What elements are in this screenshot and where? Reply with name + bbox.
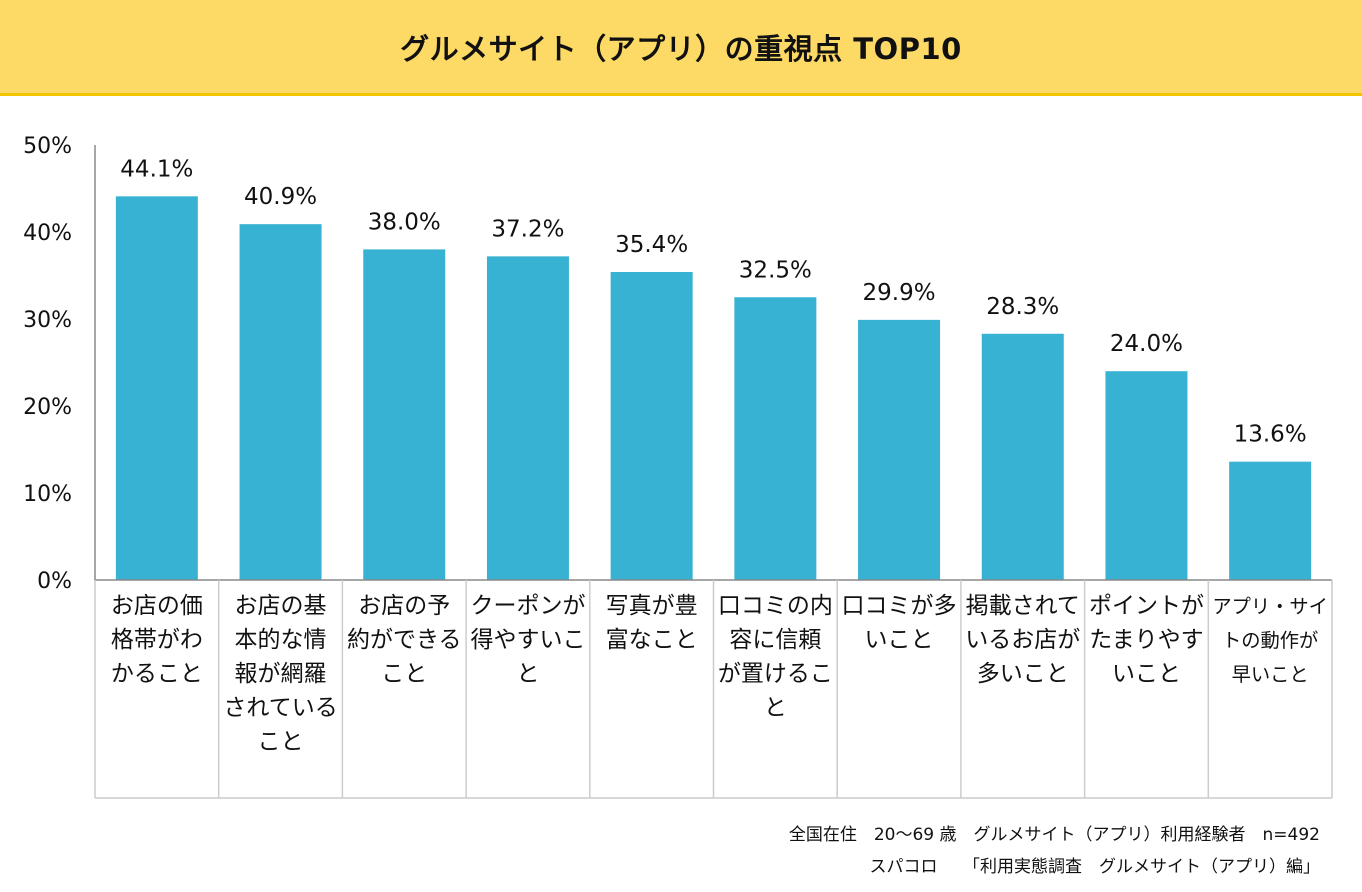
y-axis: 0% 10% 20% 30% 40% 50%	[23, 134, 96, 594]
title-banner: グルメサイト（アプリ）の重視点 TOP10	[0, 0, 1362, 96]
category-label: 口コミが多いこと	[842, 593, 957, 653]
chart-title: グルメサイト（アプリ）の重視点 TOP10	[400, 31, 962, 66]
value-label: 29.9%	[863, 280, 936, 306]
bar	[115, 196, 198, 580]
footnote-source: スパコロ 「利用実態調査 グルメサイト（アプリ）編」	[869, 857, 1321, 877]
category-label: お店の価格帯がわかること	[111, 593, 203, 687]
value-label: 37.2%	[491, 216, 564, 242]
y-tick-label: 20%	[23, 395, 72, 420]
y-tick-label: 10%	[23, 482, 72, 507]
value-label: 13.6%	[1234, 422, 1307, 448]
category-label: お店の基本的な情報が網羅されていること	[223, 593, 337, 755]
bars	[115, 196, 1312, 581]
category-label: ポイントがたまりやすいこと	[1089, 593, 1204, 687]
value-label: 40.9%	[244, 184, 317, 210]
bar	[1229, 461, 1312, 580]
bar	[486, 256, 569, 580]
y-tick-label: 50%	[23, 134, 72, 159]
category-label: 掲載されているお店が多いこと	[965, 593, 1080, 687]
bar	[981, 333, 1064, 580]
bar	[239, 224, 322, 581]
value-label: 38.0%	[368, 209, 441, 235]
value-labels: 44.1% 40.9% 38.0% 37.2% 35.4% 32.5% 29.9% 28.3%…	[120, 156, 1306, 447]
bar	[734, 297, 817, 580]
category-label: アプリ・サイトの動作が早いこと	[1212, 595, 1328, 686]
value-label: 24.0%	[1110, 331, 1183, 357]
category-label: 口コミの内容に信頼が置けること	[718, 593, 833, 721]
bar	[1105, 371, 1188, 580]
bar	[610, 272, 693, 580]
value-label: 28.3%	[986, 294, 1059, 320]
value-label: 32.5%	[739, 257, 812, 283]
footnote-respondents: 全国在住 20～69 歳 グルメサイト（アプリ）利用経験者 n=492	[788, 825, 1320, 845]
y-tick-label: 0%	[37, 569, 72, 594]
value-label: 35.4%	[615, 232, 688, 258]
y-tick-label: 40%	[23, 221, 72, 246]
category-label: お店の予約ができること	[347, 593, 462, 687]
bar	[363, 249, 446, 580]
value-label: 44.1%	[120, 156, 193, 182]
category-label: クーポンが得やすいこと	[470, 593, 585, 687]
category-label: 写真が豊富なこと	[606, 593, 698, 653]
bar	[858, 319, 941, 580]
category-table: お店の価格帯がわかることお店の基本的な情報が網羅されていることお店の予約ができる…	[94, 579, 1333, 799]
y-tick-label: 30%	[23, 308, 72, 333]
